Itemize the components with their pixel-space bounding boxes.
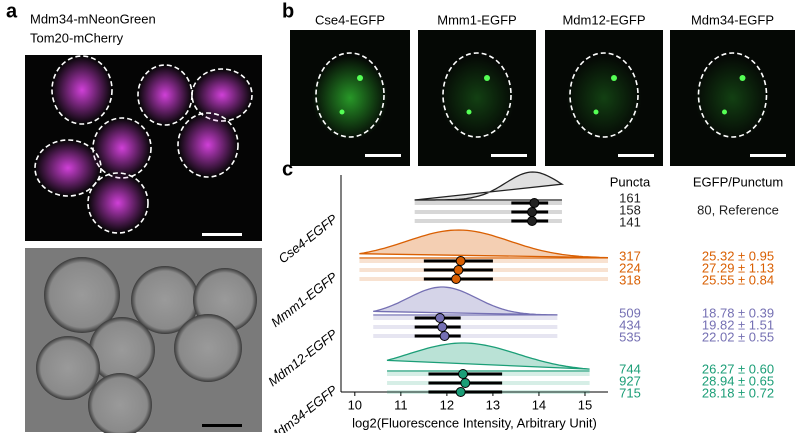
median-point — [455, 256, 466, 266]
cell-glow — [566, 56, 642, 140]
panel-label: Mdm34-mNeonGreen — [30, 11, 156, 26]
x-tick-label: 12 — [440, 397, 454, 412]
scale-bar — [618, 154, 654, 157]
x-tick-label: 13 — [486, 397, 500, 412]
puncta-count: 715 — [619, 385, 641, 400]
punctum — [466, 109, 472, 115]
ratio-label: 26.27 ± 0.60 — [702, 361, 774, 376]
puncta-count: 744 — [619, 361, 641, 376]
punctum — [339, 109, 345, 115]
panel-letter: b — [282, 0, 294, 22]
median-point — [457, 369, 468, 379]
fluorescence-image — [418, 30, 536, 166]
punctum — [357, 75, 363, 81]
raw-data-strip — [373, 334, 558, 338]
median-point — [451, 274, 462, 284]
cell-outline — [315, 52, 385, 138]
raw-data-strip — [414, 201, 562, 205]
column-header: Puncta — [610, 174, 651, 189]
puncta-count: 158 — [619, 202, 641, 217]
median-point — [460, 378, 471, 388]
ratio-label: 28.18 ± 0.72 — [702, 385, 774, 400]
y-category-label: Mdm12-EGFP — [265, 326, 340, 389]
ratio-label: 27.29 ± 1.13 — [702, 260, 774, 275]
density — [414, 171, 564, 201]
median-point — [453, 265, 464, 275]
raw-data-strip — [414, 210, 562, 214]
puncta-count: 927 — [619, 373, 641, 388]
scale-bar — [491, 154, 527, 157]
fluorescence-image — [545, 30, 663, 166]
x-tick-label: 15 — [578, 397, 592, 412]
cell-glow — [694, 56, 771, 140]
punctum — [722, 109, 727, 115]
y-category-label: Mmm1-EGFP — [268, 269, 340, 330]
density — [373, 286, 558, 316]
panel-label: Tom20-mCherry — [30, 30, 124, 45]
x-axis-label: log2(Fluorescence Intensity, Arbitrary U… — [352, 415, 597, 430]
cell-outline — [442, 52, 512, 138]
raw-data-strip — [373, 316, 558, 320]
punctum — [593, 109, 599, 115]
panel-letter: a — [6, 0, 18, 22]
density — [386, 342, 590, 370]
scale-bar — [365, 154, 401, 157]
density — [359, 229, 609, 259]
x-tick-label: 10 — [348, 397, 362, 412]
fluorescence-image — [670, 30, 795, 166]
puncta-count: 161 — [619, 190, 641, 205]
raw-data-strip — [414, 219, 562, 223]
y-category-label: Mdm34-EGFP — [265, 382, 340, 433]
cell-outline — [697, 52, 768, 138]
image-label: Mdm34-EGFP — [691, 12, 774, 27]
punctum — [739, 75, 746, 81]
cell-outline — [569, 52, 639, 138]
scale-bar — [750, 154, 786, 157]
ratio-label: 18.78 ± 0.39 — [702, 305, 774, 320]
brightfield-image — [25, 248, 262, 433]
panel-letter: c — [282, 158, 293, 180]
ratio-label: 80, Reference — [697, 202, 779, 217]
image-label: Mdm12-EGFP — [562, 12, 645, 27]
y-category-label: Cse4-EGFP — [276, 211, 341, 266]
raw-data-strip — [373, 325, 558, 329]
x-tick-label: 11 — [394, 397, 408, 412]
median-point — [437, 322, 448, 332]
image-label: Mmm1-EGFP — [437, 12, 516, 27]
puncta-count: 224 — [619, 260, 641, 275]
puncta-count: 434 — [619, 317, 641, 332]
ratio-label: 25.32 ± 0.95 — [702, 248, 774, 263]
median-point — [527, 207, 538, 217]
ratio-label: 22.02 ± 0.55 — [702, 329, 774, 344]
image-label: Cse4-EGFP — [315, 12, 385, 27]
cell-glow — [312, 56, 388, 140]
punctum — [611, 75, 617, 81]
median-point — [439, 331, 450, 341]
fluorescence-image — [290, 30, 410, 166]
puncta-count: 535 — [619, 329, 641, 344]
ratio-label: 28.94 ± 0.65 — [702, 373, 774, 388]
median-point — [455, 387, 466, 397]
cell-glow — [439, 56, 515, 140]
puncta-count: 317 — [619, 248, 641, 263]
puncta-count: 318 — [619, 272, 641, 287]
median-point — [529, 198, 540, 208]
x-tick-label: 14 — [532, 397, 546, 412]
ratio-label: 19.82 ± 1.51 — [702, 317, 774, 332]
punctum — [484, 75, 490, 81]
median-point — [527, 216, 538, 226]
puncta-count: 141 — [619, 214, 641, 229]
puncta-count: 509 — [619, 305, 641, 320]
ratio-label: 25.55 ± 0.84 — [702, 272, 774, 287]
column-header: EGFP/Punctum — [693, 174, 783, 189]
median-point — [434, 313, 445, 323]
fluorescence-image — [25, 55, 262, 241]
